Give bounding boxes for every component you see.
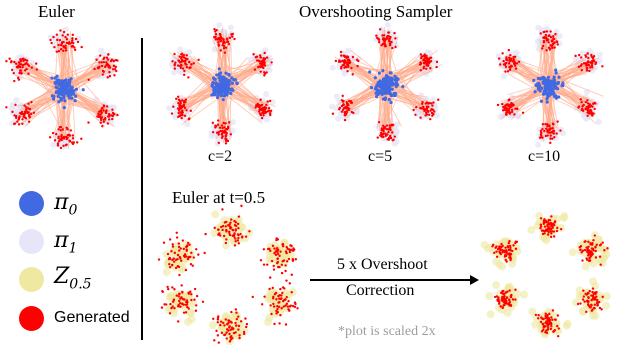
pi1-swatch	[19, 229, 44, 254]
pi0-swatch	[19, 191, 44, 216]
generated-label: Generated	[54, 309, 130, 326]
z05-swatch	[19, 267, 44, 292]
z05-label: Z0.5	[54, 264, 92, 293]
euler-half-title: Euler at t=0.5	[172, 188, 266, 207]
overshoot-plot-c10	[495, 24, 604, 148]
euler-title: Euler	[38, 2, 75, 21]
c-label-10: c=10	[528, 148, 561, 165]
overshoot-plot-c2	[166, 22, 276, 147]
c-label-2: c=2	[208, 148, 233, 165]
scale-note: *plot is scaled 2x	[338, 324, 436, 339]
arrow	[310, 279, 474, 281]
corrected-plot	[480, 211, 611, 339]
overshooting-title: Overshooting Sampler	[299, 2, 453, 21]
euler-half-plot	[157, 204, 299, 346]
euler-plot	[5, 26, 119, 150]
c-label-5: c=5	[368, 148, 393, 165]
generated-swatch	[19, 306, 44, 331]
arrow-text-line2: Correction	[346, 282, 415, 299]
arrow-text-line1: 5 x Overshoot	[337, 256, 428, 273]
arrow-head	[470, 275, 479, 285]
divider	[141, 38, 143, 340]
pi0-label: π0	[54, 190, 78, 219]
overshoot-plot-c5	[329, 22, 443, 147]
pi1-label: π1	[54, 228, 78, 257]
